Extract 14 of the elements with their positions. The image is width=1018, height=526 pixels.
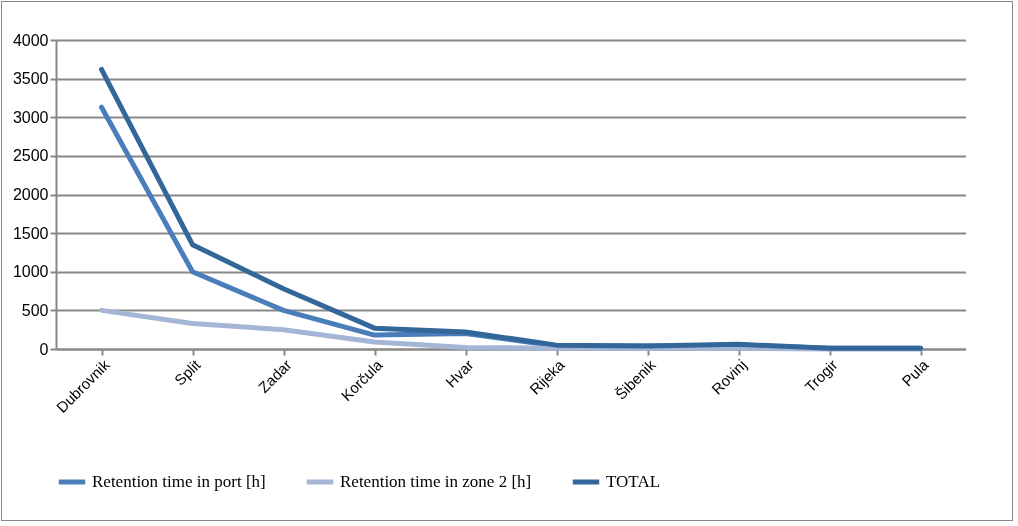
y-tick-label: 3500	[12, 70, 49, 88]
y-tick-label: 1500	[12, 224, 49, 242]
x-tick-label: Pula	[898, 355, 933, 390]
y-tick-label: 0	[39, 340, 49, 358]
y-tick-label: 500	[21, 301, 49, 319]
y-tick-label: 1000	[12, 263, 49, 281]
legend-label: Retention time in zone 2 [h]	[340, 472, 532, 491]
y-tick-label: 2500	[12, 147, 49, 165]
legend-label: Retention time in port [h]	[92, 472, 266, 491]
y-tick-label: 3000	[12, 108, 49, 126]
x-tick-label: Split	[170, 355, 205, 389]
legend-label: TOTAL	[606, 472, 661, 491]
y-tick-label: 2000	[12, 186, 49, 203]
y-tick-label: 4000	[12, 31, 49, 49]
